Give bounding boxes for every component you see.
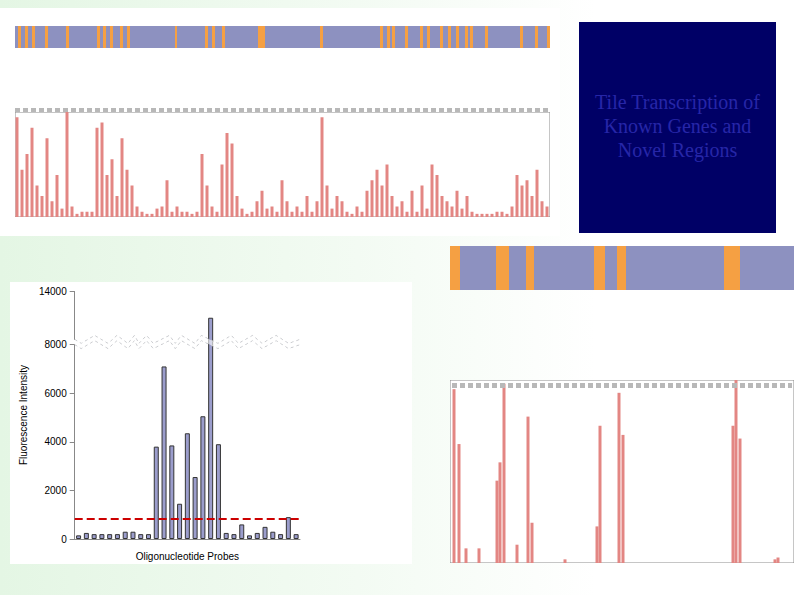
svg-text:Oligonucleotide Probes: Oligonucleotide Probes xyxy=(136,551,239,562)
svg-text:Fluorescence Intensity: Fluorescence Intensity xyxy=(18,365,29,465)
svg-text:8000: 8000 xyxy=(44,339,67,350)
html-text:Tile Transcription of Known Ge: Tile Transcription of Known Genes and No… xyxy=(595,91,760,161)
svg-text:0: 0 xyxy=(61,534,67,545)
svg-text:14000: 14000 xyxy=(39,286,67,297)
svg-text:6000: 6000 xyxy=(44,388,67,399)
svg-text:2000: 2000 xyxy=(44,485,67,496)
svg-text:4000: 4000 xyxy=(44,436,67,447)
